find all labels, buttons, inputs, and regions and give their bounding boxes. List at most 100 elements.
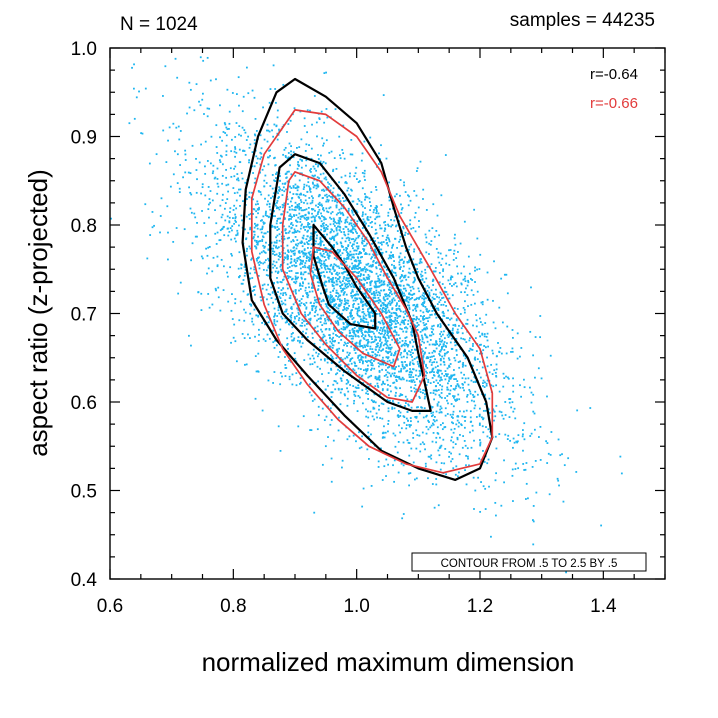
- scatter-point: [432, 284, 435, 286]
- scatter-point: [354, 224, 357, 227]
- scatter-point: [326, 228, 329, 230]
- scatter-point: [299, 282, 301, 285]
- scatter-point: [447, 331, 450, 334]
- scatter-point: [512, 410, 515, 413]
- scatter-point: [414, 305, 417, 308]
- scatter-point: [203, 222, 206, 224]
- scatter-point: [320, 203, 323, 206]
- scatter-point: [344, 328, 347, 331]
- scatter-point: [236, 229, 239, 232]
- scatter-point: [159, 231, 161, 234]
- scatter-point: [219, 154, 222, 157]
- scatter-point: [167, 139, 169, 142]
- scatter-point: [284, 356, 286, 358]
- scatter-point: [281, 213, 283, 216]
- scatter-point: [391, 307, 394, 310]
- scatter-point: [148, 162, 151, 165]
- scatter-point: [389, 280, 392, 283]
- scatter-point: [475, 325, 478, 328]
- scatter-point: [523, 438, 526, 441]
- scatter-point: [404, 256, 406, 259]
- scatter-point: [458, 421, 460, 424]
- scatter-point: [382, 362, 384, 365]
- scatter-point: [312, 215, 315, 218]
- scatter-point: [385, 272, 388, 275]
- scatter-point: [337, 225, 340, 228]
- scatter-point: [391, 293, 393, 296]
- scatter-point: [275, 222, 278, 225]
- scatter-point: [284, 271, 286, 274]
- scatter-point: [399, 353, 402, 356]
- scatter-point: [387, 211, 390, 214]
- scatter-point: [462, 435, 465, 437]
- scatter-point: [454, 344, 457, 347]
- scatter-point: [409, 219, 412, 222]
- scatter-point: [432, 203, 435, 206]
- scatter-point: [317, 163, 320, 166]
- scatter-point: [402, 441, 405, 444]
- scatter-point: [266, 129, 268, 132]
- scatter-point: [430, 263, 433, 266]
- scatter-point: [362, 311, 365, 313]
- scatter-point: [404, 310, 407, 312]
- scatter-point: [239, 194, 241, 197]
- scatter-point: [337, 296, 340, 298]
- scatter-point: [351, 268, 354, 271]
- scatter-point: [378, 215, 381, 218]
- scatter-point: [346, 264, 348, 267]
- scatter-point: [219, 104, 221, 107]
- scatter-point: [358, 309, 361, 312]
- scatter-point: [397, 322, 399, 324]
- scatter-point: [330, 238, 332, 241]
- scatter-point: [377, 351, 380, 354]
- scatter-point: [462, 362, 465, 364]
- scatter-point: [268, 205, 271, 208]
- scatter-point: [479, 360, 481, 363]
- scatter-point: [320, 260, 323, 262]
- scatter-point: [343, 287, 345, 290]
- scatter-point: [290, 319, 292, 322]
- scatter-point: [494, 371, 497, 374]
- scatter-point: [369, 281, 371, 284]
- scatter-point: [428, 316, 431, 319]
- scatter-point: [390, 375, 392, 378]
- scatter-point: [357, 395, 360, 397]
- scatter-point: [365, 361, 368, 363]
- scatter-point: [251, 257, 253, 260]
- scatter-point: [440, 411, 443, 414]
- scatter-point: [545, 440, 548, 443]
- scatter-point: [359, 368, 362, 370]
- scatter-point: [390, 352, 393, 355]
- scatter-point: [347, 370, 350, 373]
- scatter-point: [495, 355, 498, 358]
- scatter-point: [466, 323, 469, 325]
- scatter-point: [263, 251, 266, 254]
- scatter-point: [224, 132, 227, 134]
- scatter-point: [442, 303, 445, 306]
- scatter-point: [301, 318, 304, 321]
- scatter-point: [419, 338, 421, 341]
- scatter-point: [203, 113, 205, 115]
- scatter-point: [382, 344, 385, 347]
- scatter-point: [413, 280, 415, 283]
- scatter-point: [260, 261, 262, 264]
- scatter-point: [379, 363, 381, 366]
- scatter-point: [261, 238, 264, 241]
- scatter-point: [296, 257, 299, 260]
- scatter-point: [432, 389, 435, 392]
- scatter-point: [402, 367, 405, 370]
- scatter-point: [407, 419, 409, 422]
- scatter-point: [219, 229, 222, 232]
- scatter-point: [387, 225, 390, 227]
- scatter-point: [329, 223, 332, 226]
- scatter-point: [474, 390, 477, 393]
- scatter-point: [441, 428, 444, 431]
- scatter-point: [523, 469, 526, 471]
- scatter-point: [387, 463, 390, 466]
- scatter-point: [282, 292, 285, 295]
- scatter-point: [407, 271, 410, 274]
- scatter-point: [110, 217, 112, 220]
- scatter-point: [332, 439, 335, 442]
- scatter-point: [318, 268, 321, 271]
- scatter-point: [439, 326, 442, 328]
